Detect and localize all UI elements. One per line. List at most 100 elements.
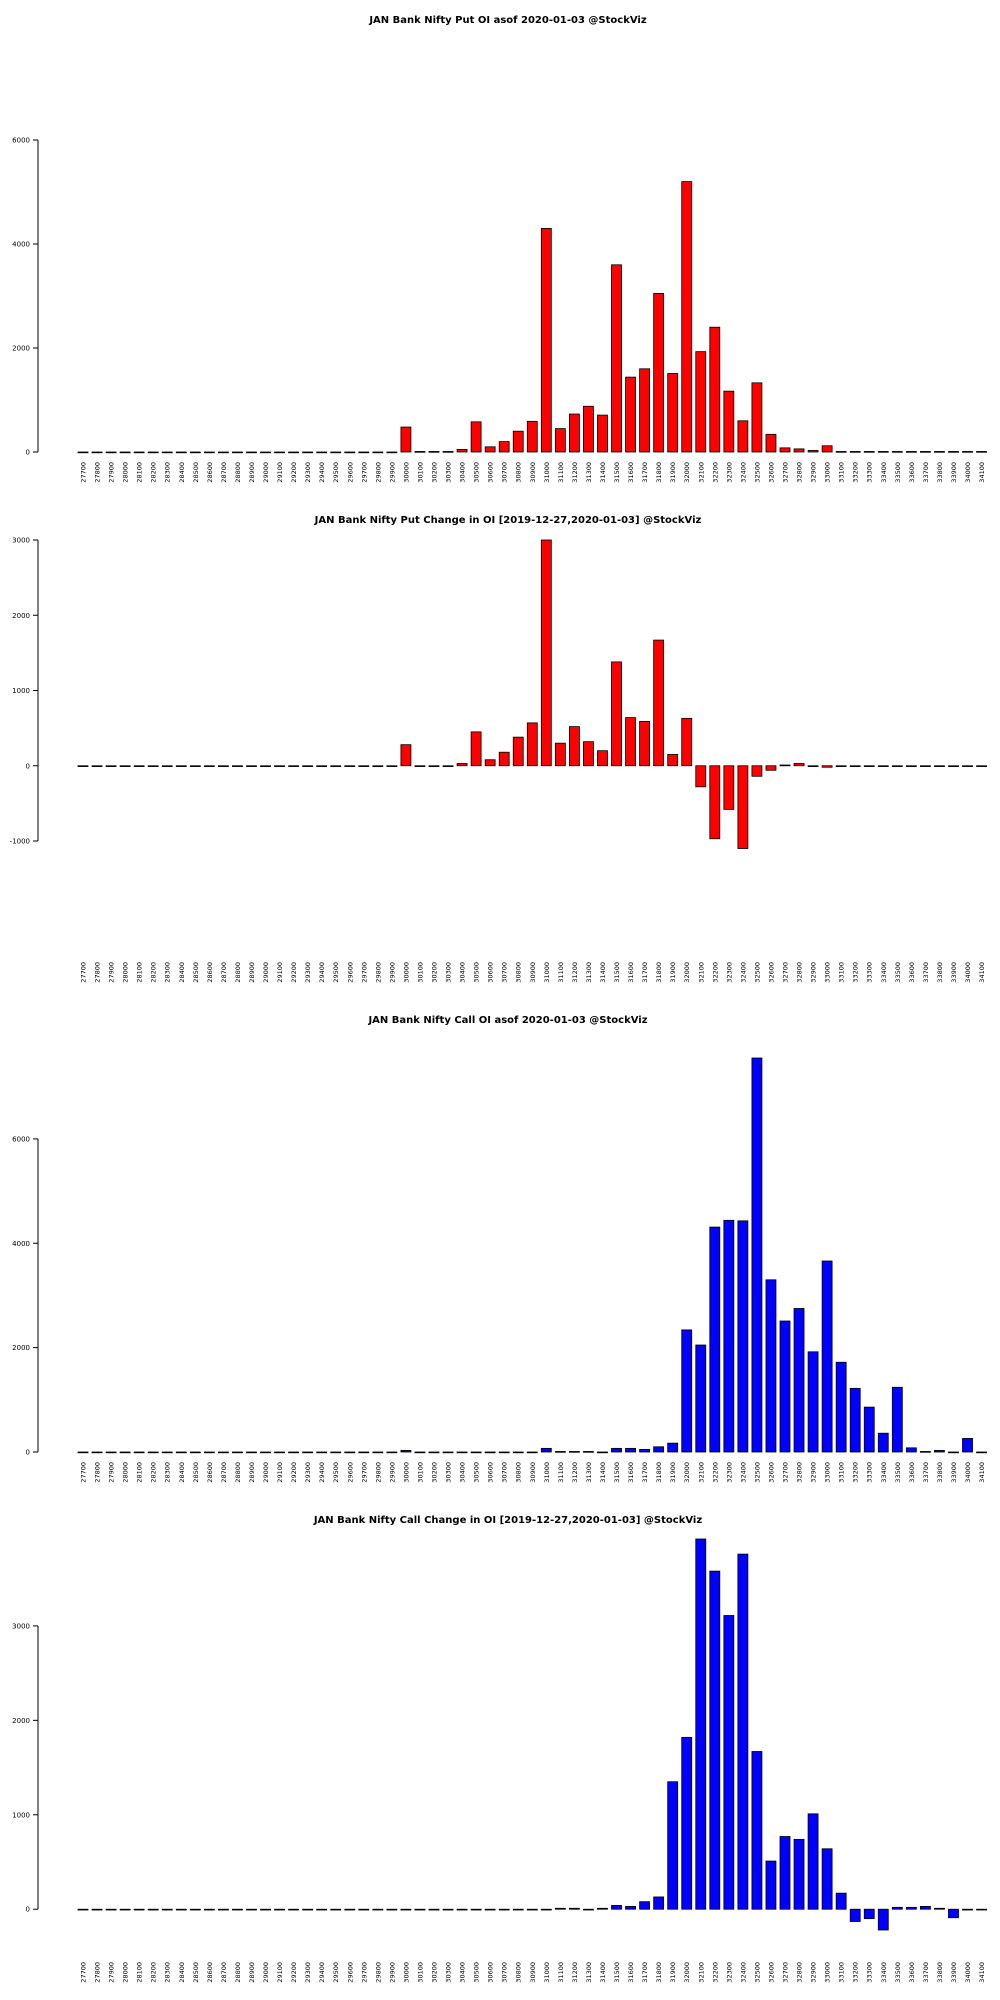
x-tick-label: 31500 <box>613 462 621 483</box>
x-tick-label: 33400 <box>880 962 888 983</box>
bar-33600 <box>905 765 917 767</box>
bar-34100 <box>976 1908 987 1911</box>
x-tick-label: 33300 <box>866 462 874 483</box>
bar-33300 <box>863 1406 875 1453</box>
bar-29600 <box>344 1908 356 1911</box>
x-tick-label: 28200 <box>150 1462 158 1483</box>
bar-31500 <box>611 1447 622 1453</box>
x-tick-label: 30700 <box>501 462 509 483</box>
bar-33700 <box>920 1905 931 1910</box>
bar-29000 <box>260 1451 271 1454</box>
x-tick-label: 27900 <box>108 1462 116 1483</box>
call-oi-y-axis: 0 2000 4000 6000 <box>12 1135 39 1457</box>
bar-31800 <box>653 639 665 767</box>
bar-27800 <box>91 765 103 767</box>
bar-30100 <box>414 1451 426 1454</box>
bar-33600 <box>905 1906 917 1910</box>
bar-31300 <box>583 405 594 453</box>
x-tick-label: 33500 <box>894 962 902 983</box>
x-tick-label: 33400 <box>880 462 888 483</box>
bar-32100 <box>695 765 707 788</box>
x-tick-label: 28100 <box>136 1462 144 1483</box>
x-tick-label: 31500 <box>613 1962 621 1983</box>
x-tick-label: 33400 <box>880 1962 888 1983</box>
bar-31100 <box>554 742 566 767</box>
x-tick-label: 28500 <box>192 1462 200 1483</box>
bar-28600 <box>203 765 215 767</box>
x-tick-label: 27900 <box>108 1962 116 1983</box>
x-tick-label: 31900 <box>669 1462 677 1483</box>
bar-30700 <box>498 1908 510 1911</box>
y-tick-label: 3000 <box>12 1622 30 1630</box>
bar-30000 <box>400 1450 412 1453</box>
x-tick-label: 29400 <box>318 462 326 483</box>
y-tick-label: 2000 <box>12 1344 30 1352</box>
x-tick-label: 29000 <box>262 962 270 983</box>
x-tick-label: 32000 <box>683 1962 691 1983</box>
x-tick-label: 32500 <box>753 1962 761 1983</box>
x-tick-label: 27900 <box>108 462 116 483</box>
x-tick-label: 30700 <box>501 962 509 983</box>
bar-32200 <box>709 326 721 453</box>
x-tick-label: 29900 <box>388 962 396 983</box>
bar-30900 <box>526 1451 538 1454</box>
bar-29800 <box>372 765 384 767</box>
x-tick-label: 31800 <box>655 1962 663 1983</box>
x-tick-label: 30300 <box>445 1962 453 1983</box>
bar-31200 <box>569 1451 580 1453</box>
bar-30400 <box>456 763 468 767</box>
x-tick-label: 28900 <box>248 1462 256 1483</box>
x-tick-label: 30600 <box>487 962 495 983</box>
x-tick-label: 32200 <box>711 462 719 483</box>
bar-30700 <box>498 751 510 767</box>
x-tick-label: 28000 <box>122 1462 130 1483</box>
x-tick-label: 28100 <box>136 962 144 983</box>
x-tick-label: 27700 <box>80 1462 88 1483</box>
x-tick-label: 32100 <box>697 1962 705 1983</box>
bar-31400 <box>597 1907 608 1910</box>
x-tick-label: 30100 <box>416 462 424 483</box>
x-tick-label: 29900 <box>388 1962 396 1983</box>
bar-32800 <box>793 763 805 767</box>
x-tick-label: 32200 <box>711 1962 719 1983</box>
put-change-x-axis: 27700 27800 27900 28000 28100 28200 28300 28400… <box>80 962 987 983</box>
x-tick-label: 30000 <box>402 1462 410 1483</box>
bar-29100 <box>274 1451 285 1454</box>
bar-30100 <box>414 765 426 767</box>
x-tick-label: 33100 <box>838 962 846 983</box>
bar-33800 <box>934 765 945 767</box>
x-tick-label: 33700 <box>922 462 930 483</box>
y-tick-label: 1000 <box>12 687 30 695</box>
x-tick-label: 29100 <box>276 462 284 483</box>
y-tick-label: -1000 <box>10 838 30 846</box>
x-tick-label: 28700 <box>220 1962 228 1983</box>
x-tick-label: 33200 <box>852 962 860 983</box>
x-tick-label: 33600 <box>908 1962 916 1983</box>
x-tick-label: 30100 <box>416 1462 424 1483</box>
bar-28200 <box>147 451 159 454</box>
x-tick-label: 32900 <box>810 462 818 483</box>
x-tick-label: 31900 <box>669 462 677 483</box>
bar-32800 <box>793 1838 805 1910</box>
x-tick-label: 29800 <box>374 462 382 483</box>
bar-31200 <box>569 726 580 767</box>
bar-30200 <box>428 1451 440 1454</box>
bar-29600 <box>344 451 356 454</box>
bar-32100 <box>695 351 707 453</box>
x-tick-label: 33000 <box>824 962 832 983</box>
x-tick-label: 32600 <box>767 962 775 983</box>
bar-33200 <box>849 1908 861 1922</box>
bar-32900 <box>807 765 819 767</box>
bar-30600 <box>484 1908 496 1911</box>
bar-27800 <box>91 1451 103 1454</box>
x-tick-label: 33400 <box>880 1462 888 1483</box>
bar-27900 <box>105 1908 117 1911</box>
x-tick-label: 29200 <box>290 1462 298 1483</box>
y-tick-label: 1000 <box>12 1811 30 1819</box>
bar-32800 <box>793 448 805 453</box>
x-tick-label: 30100 <box>416 1962 424 1983</box>
x-tick-label: 27800 <box>94 1462 102 1483</box>
x-tick-label: 33800 <box>936 1462 944 1483</box>
x-tick-label: 32800 <box>796 462 804 483</box>
bar-29600 <box>344 765 356 767</box>
